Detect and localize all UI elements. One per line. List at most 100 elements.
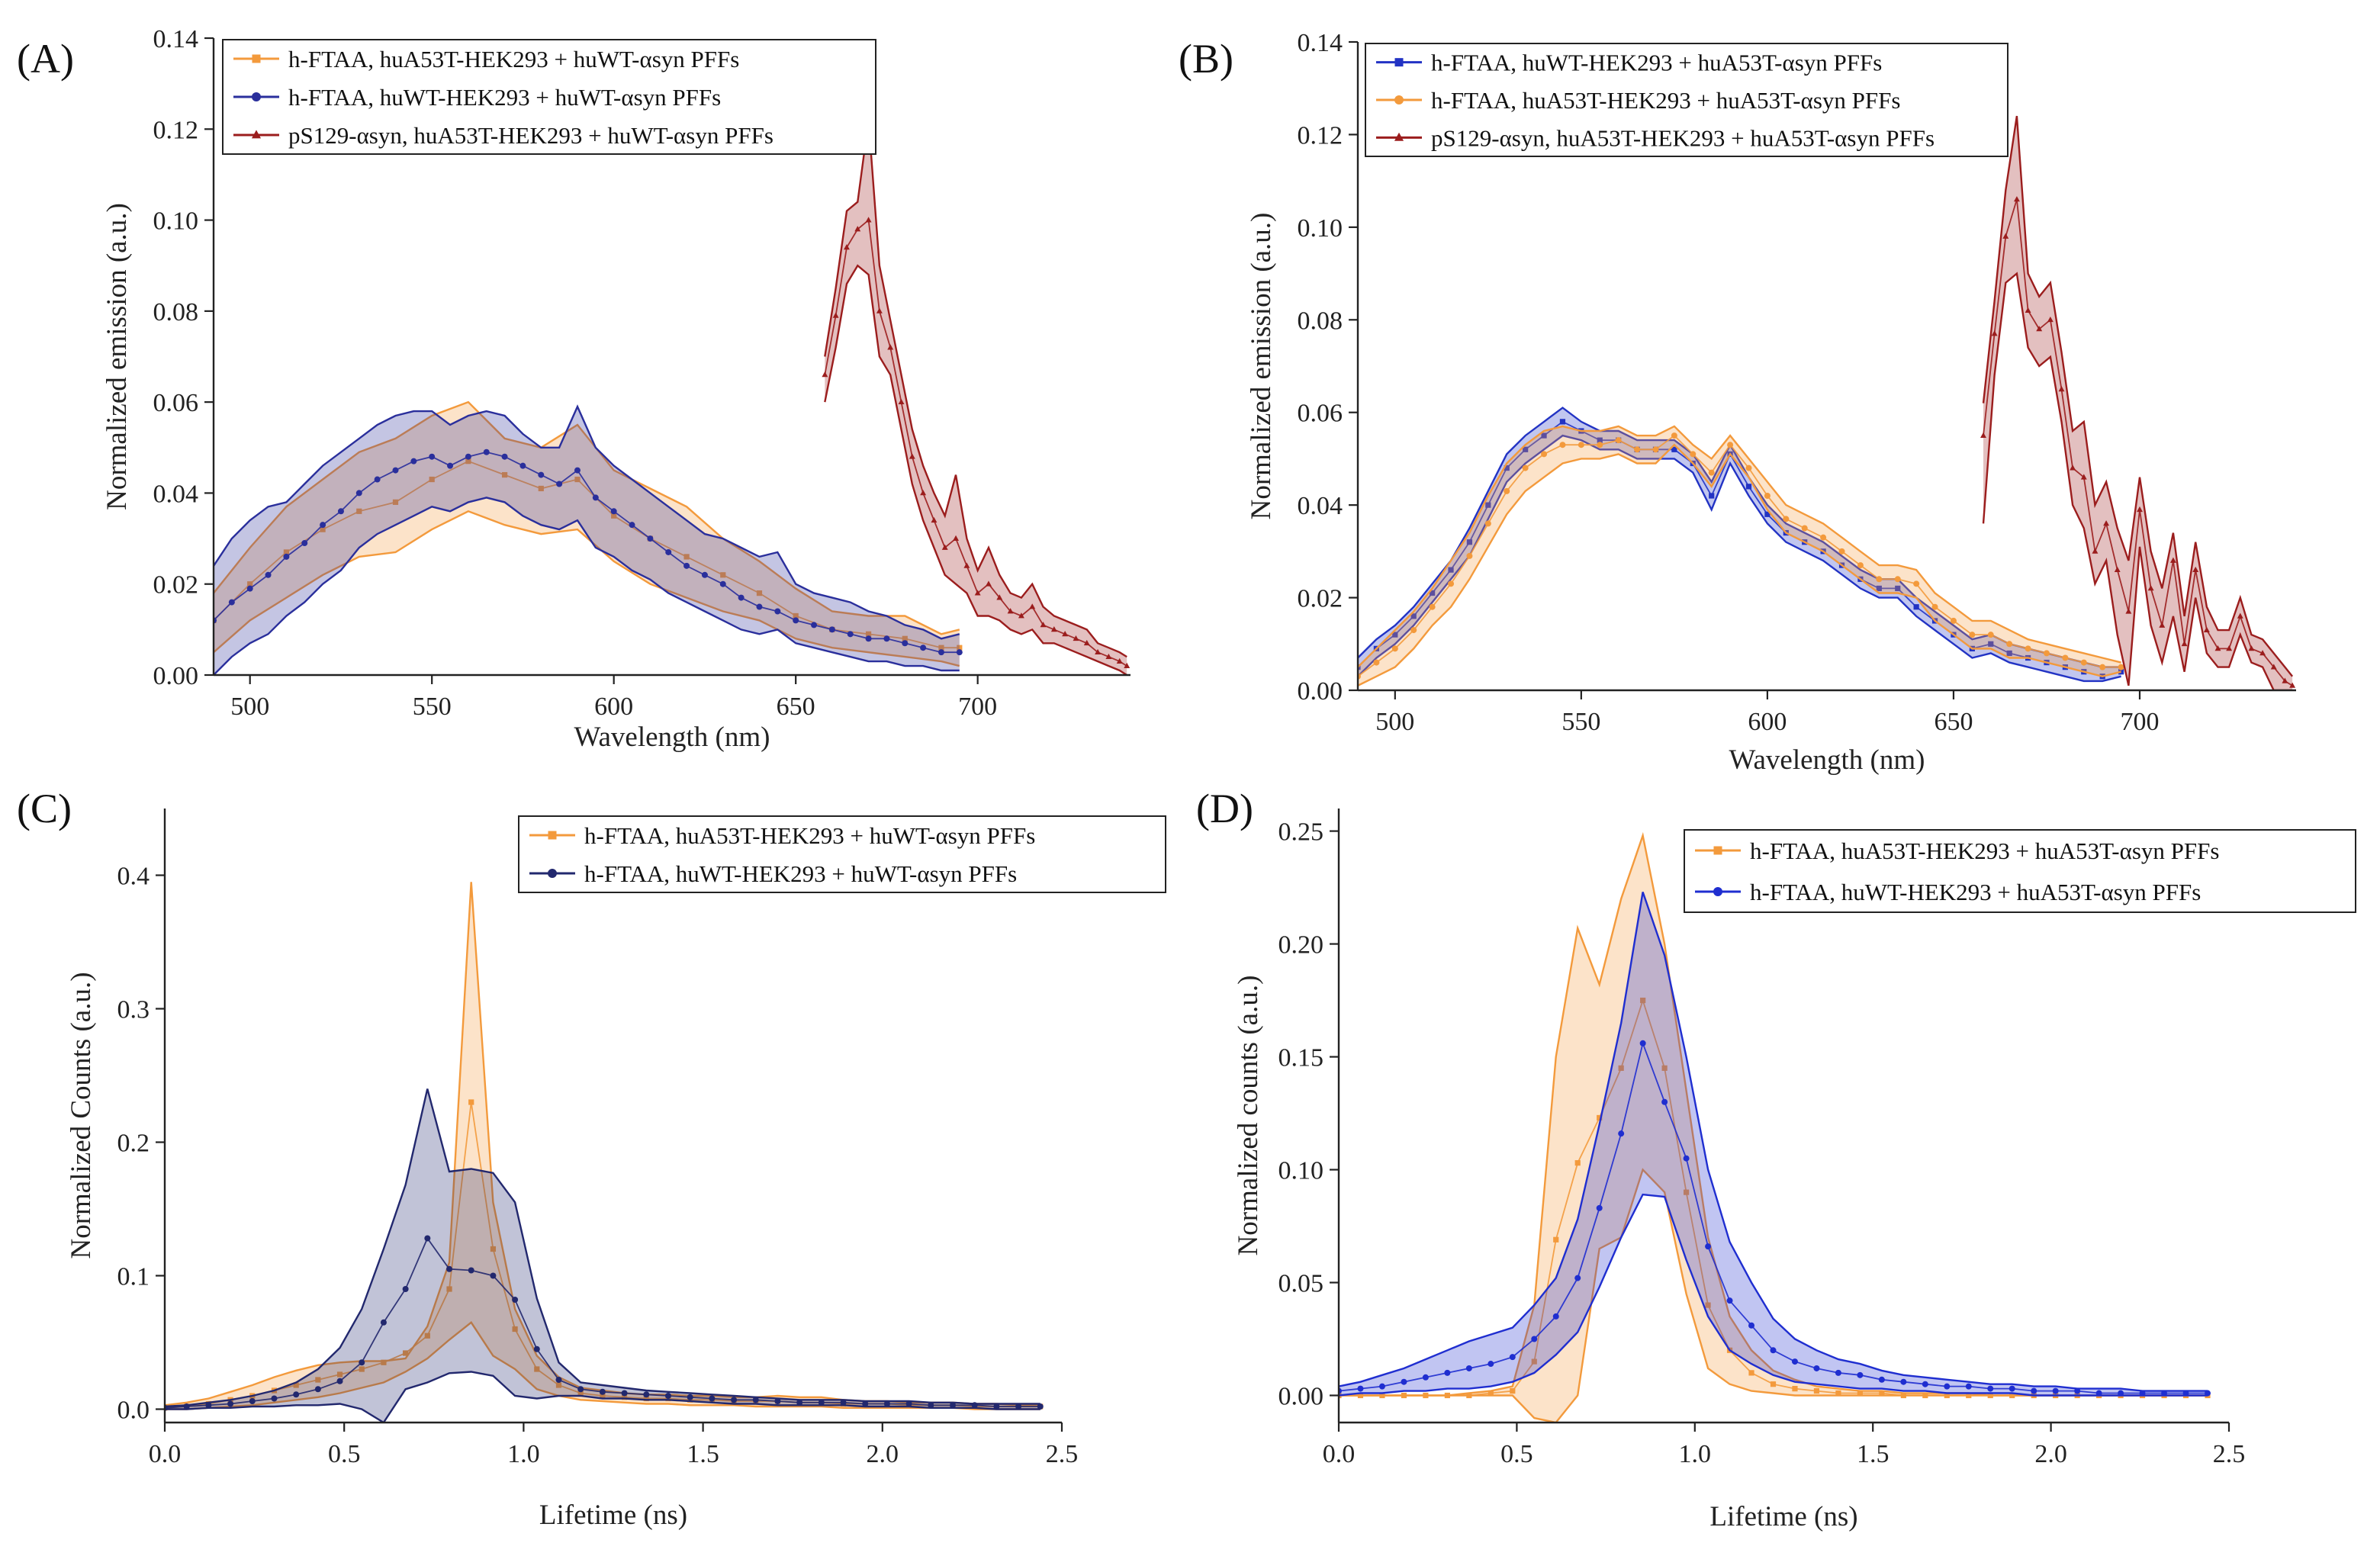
x-tick-label: 600 <box>594 693 633 721</box>
data-point <box>1727 442 1734 448</box>
data-point <box>2125 608 2132 614</box>
data-point <box>1018 612 1024 619</box>
data-point <box>938 649 944 656</box>
data-point <box>1980 432 1986 438</box>
y-tick-label: 0.04 <box>153 480 199 508</box>
data-point <box>687 1394 693 1400</box>
data-point <box>1083 639 1090 646</box>
data-point <box>246 585 253 592</box>
upper-bound-line <box>1339 831 2208 1397</box>
data-point <box>247 581 253 587</box>
data-point <box>1671 432 1677 439</box>
data-point <box>2009 1392 2015 1399</box>
data-point <box>865 217 872 223</box>
data-point <box>1965 1383 1972 1390</box>
data-point <box>599 1388 606 1395</box>
data-point <box>1661 1098 1668 1105</box>
panel-label: (B) <box>1179 36 1233 82</box>
data-point <box>1037 1403 1044 1410</box>
data-point <box>183 1403 190 1410</box>
data-point <box>1709 493 1715 499</box>
y-tick-label: 0.06 <box>1298 400 1343 428</box>
legend-item: h-FTAA, huWT-HEK293 + huWT-αsyn PFFs <box>233 84 721 111</box>
data-point <box>538 485 544 492</box>
data-point <box>1423 1392 1429 1399</box>
data-point <box>1683 1189 1690 1195</box>
data-point <box>1671 446 1677 452</box>
x-tick-label: 0.0 <box>1323 1440 1356 1468</box>
data-point <box>468 1099 474 1105</box>
data-point <box>1764 493 1771 499</box>
data-point <box>1466 1392 1472 1399</box>
series-2 <box>1339 892 2211 1397</box>
x-tick-label: 650 <box>777 693 815 721</box>
data-point <box>1466 552 1473 559</box>
mean-line <box>214 451 960 654</box>
data-point <box>1541 432 1547 439</box>
legend-marker <box>548 869 557 878</box>
data-point <box>963 562 970 568</box>
data-point <box>2192 566 2199 573</box>
data-point <box>2025 307 2031 313</box>
y-tick-label: 0.05 <box>1278 1270 1324 1298</box>
panel-c: (C) 0.0 0.5 1.0 1.5 2.0 2.5 0.0 0.1 0.2 0.3 0.4 Life… <box>17 786 1166 1531</box>
x-tick-label: 1.5 <box>1857 1440 1890 1468</box>
data-point <box>1531 1358 1537 1365</box>
data-point <box>490 1246 497 1252</box>
data-point <box>1116 657 1123 664</box>
y-axis-title: Normalized counts (a.u.) <box>1233 976 1264 1256</box>
y-tick-label: 0.10 <box>1278 1157 1324 1185</box>
data-point <box>402 1286 409 1292</box>
data-point <box>811 622 818 629</box>
data-point <box>538 471 545 478</box>
lower-bound-line <box>824 264 1127 675</box>
data-point <box>1552 1313 1559 1320</box>
data-point <box>2214 645 2221 651</box>
data-point <box>2282 677 2288 683</box>
y-tick-label: 0.25 <box>1278 818 1324 847</box>
data-point <box>1618 1065 1624 1071</box>
data-point <box>683 554 690 560</box>
panel-a: (A) 500 550 600 650 700 0.00 0.02 0.04 0.06 0.08 0.… <box>17 25 1130 753</box>
data-point <box>2070 465 2076 471</box>
error-band <box>1983 116 2293 690</box>
data-point <box>876 307 883 313</box>
data-point <box>2025 645 2031 652</box>
data-point <box>359 1366 365 1372</box>
legend-label: pS129-αsyn, huA53T-HEK293 + huWT-αsyn PF… <box>288 122 774 149</box>
data-point <box>1007 608 1014 614</box>
legend-item: h-FTAA, huWT-HEK293 + huA53T-αsyn PFFs <box>1376 50 1882 76</box>
x-tick-label: 500 <box>1375 708 1414 736</box>
data-point <box>2058 386 2065 392</box>
legend-item: pS129-αsyn, huA53T-HEK293 + huA53T-αsyn … <box>1376 124 1935 151</box>
data-point <box>2031 1387 2037 1394</box>
mean-line <box>1983 199 2293 686</box>
data-point <box>1838 548 1845 555</box>
data-point <box>2182 1390 2189 1397</box>
data-point <box>1876 576 1883 583</box>
data-point <box>1857 1390 1863 1397</box>
data-point <box>555 1382 562 1388</box>
data-point <box>902 640 909 647</box>
data-point <box>1357 1392 1364 1399</box>
data-point <box>265 571 272 578</box>
data-point <box>828 626 835 633</box>
y-tick-label: 0.4 <box>117 863 150 891</box>
legend-label: h-FTAA, huWT-HEK293 + huWT-αsyn PFFs <box>288 84 721 111</box>
data-point <box>2169 557 2176 563</box>
data-point <box>483 448 490 455</box>
data-point <box>519 462 526 469</box>
data-point <box>1444 1369 1451 1376</box>
data-point <box>738 594 745 601</box>
data-point <box>1690 451 1697 458</box>
data-point <box>2161 1390 2168 1397</box>
data-point <box>1596 1204 1603 1211</box>
y-tick-label: 0.10 <box>153 207 199 236</box>
x-tick-label: 2.5 <box>2213 1440 2246 1468</box>
data-point <box>1966 1392 1972 1399</box>
data-point <box>1913 580 1920 587</box>
data-point <box>592 494 599 501</box>
data-point <box>2013 196 2020 202</box>
data-point <box>1835 1369 1841 1376</box>
plot-area <box>1358 115 2296 690</box>
